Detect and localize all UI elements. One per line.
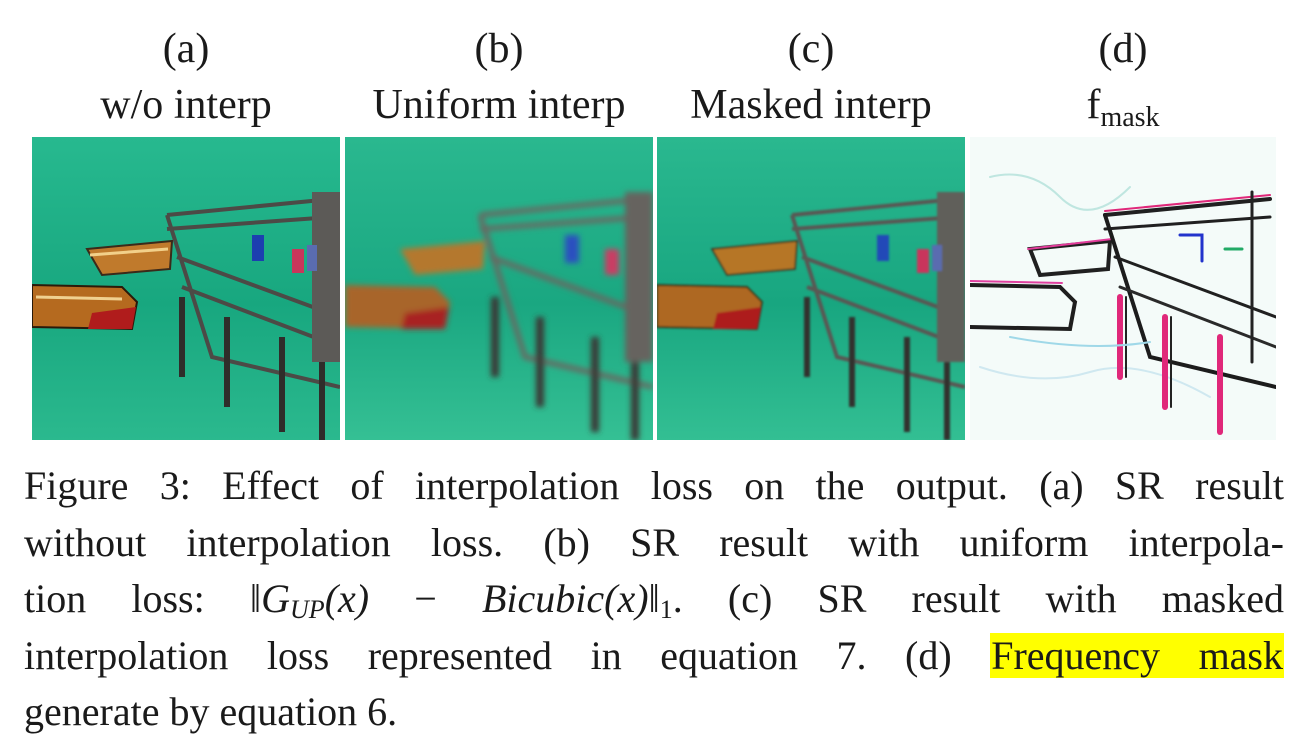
interpolation-loss-formula: ‖GUP(x) − Bicubic(x)‖1 [249,576,673,624]
caption-line-3: tion loss: ‖GUP(x) − Bicubic(x)‖1. (c) S… [24,571,1284,628]
panel-b-letter: (b) [474,26,524,72]
panel-d-image [970,137,1276,440]
panel-a-title: w/o interp [100,82,272,128]
formula-bicubic: Bicubic [481,576,605,621]
panel-d-title-base: f [1086,82,1101,128]
caption-line-3-pre: tion loss: [24,576,250,621]
panel-a-image [32,137,340,440]
panel-c-letter: (c) [787,26,835,72]
panel-d-title-sub: mask [1100,102,1160,133]
figure-caption: Figure 3: Effect of interpolation loss o… [24,458,1284,741]
norm-close: ‖ [648,576,660,621]
formula-x1: (x) [324,576,370,621]
norm-sub: 1 [659,595,673,624]
caption-line-1: Figure 3: Effect of interpolation loss o… [24,463,1284,508]
highlighted-text: Frequency mask [990,632,1284,678]
formula-g-sub: UP [290,595,325,624]
caption-line-4: interpolation loss represented in equati… [24,628,1284,685]
panel-c-title: Masked interp [690,82,932,128]
panel-b-title: Uniform interp [372,82,626,128]
panel-c-image [657,137,965,440]
norm-open: ‖ [249,576,262,621]
caption-line-2: without interpolation loss. (b) SR resul… [24,519,1284,565]
panel-d-title: fmask [970,82,1276,132]
formula-x2: (x) [604,576,649,621]
panel-b-image [345,137,653,440]
caption-line-4-pre: interpolation loss represented in equati… [24,632,991,678]
panel-d-letter: (d) [1098,26,1148,72]
caption-line-5: generate by equation 6. [24,689,398,734]
panel-a-letter: (a) [162,26,210,72]
formula-minus: − [369,576,482,621]
caption-line-3-post: . (c) SR result with masked [672,576,1284,621]
formula-g: G [261,576,291,621]
